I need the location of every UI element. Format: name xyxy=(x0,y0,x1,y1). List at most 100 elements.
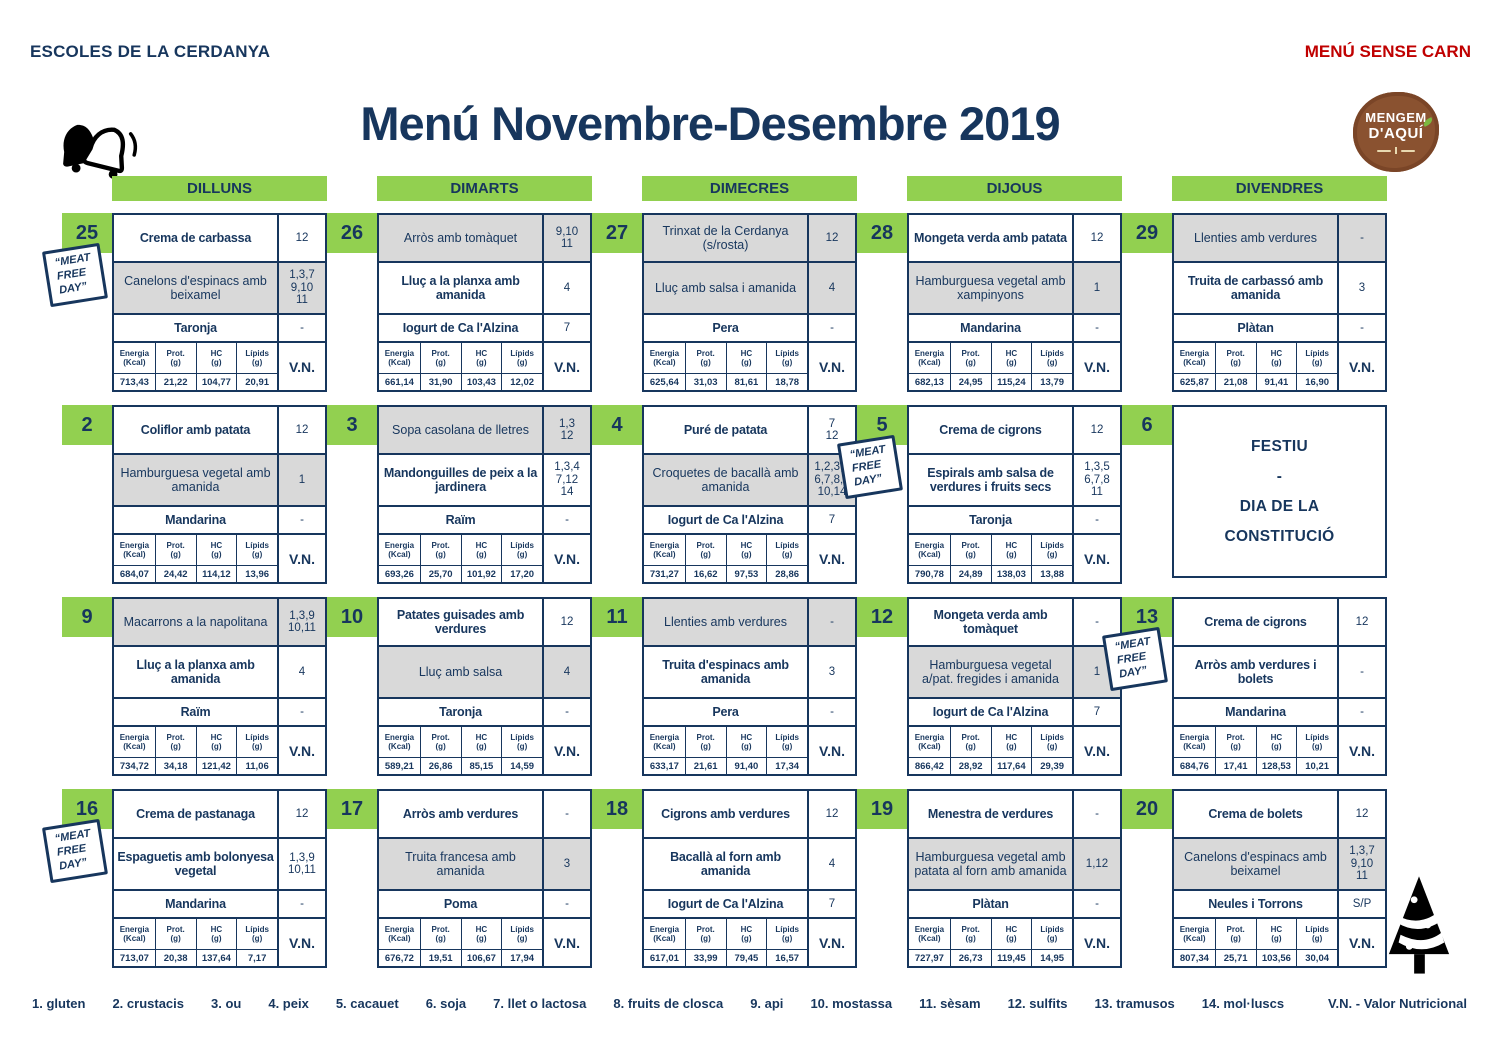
nutrition-label-unit: (Kcal) xyxy=(918,934,941,943)
nutrition-label-unit: (Kcal) xyxy=(123,934,146,943)
nutrition-label-name: Lípids xyxy=(1305,732,1329,742)
day-number: 10 xyxy=(327,597,377,637)
day-badge: 2 xyxy=(62,405,112,445)
nutrition-label-unit: (Kcal) xyxy=(1183,934,1206,943)
nutrition-label-unit: (g) xyxy=(252,934,263,943)
nutrition-label-name: HC xyxy=(210,732,223,742)
day-menu-table: Llenties amb verdures - Truita d'espinacs … xyxy=(642,597,857,776)
allergen-cell: 1,3,9 10,11 xyxy=(277,839,325,889)
nutrition-value: 13,79 xyxy=(1031,374,1072,390)
nutrition-value: 26,73 xyxy=(949,950,991,966)
nutrition-label: HC (g) xyxy=(990,919,1032,950)
nutrition-block: Energia (Kcal) Prot. (g) HC (g) Lípids (g) 734,7… xyxy=(114,727,325,774)
nutrition-label-unit: (Kcal) xyxy=(653,934,676,943)
menu-row: Menestra de verdures - xyxy=(909,791,1120,839)
menu-row: Hamburguesa vegetal amb patata al forn a… xyxy=(909,839,1120,891)
legend-item: 3. ou xyxy=(211,996,242,1011)
nutrition-label: HC (g) xyxy=(460,919,502,950)
nutrition-label-name: Prot. xyxy=(961,348,980,358)
nutrition-label-name: Energia xyxy=(914,540,945,550)
nutrition-value: 25,71 xyxy=(1214,950,1256,966)
day-number: 9 xyxy=(62,597,112,637)
nutrition-label: Energia (Kcal) xyxy=(909,535,950,566)
nutrition-label-unit: (Kcal) xyxy=(388,934,411,943)
nutrition-label: Lípids (g) xyxy=(236,727,277,758)
nutrition-label-unit: (Kcal) xyxy=(1183,742,1206,751)
festiu-text: FESTIU xyxy=(1251,437,1308,455)
nutrition-label: Lípids (g) xyxy=(1031,343,1072,374)
nutrition-label: Energia (Kcal) xyxy=(909,919,950,950)
nutrition-label: HC (g) xyxy=(195,535,237,566)
nutrition-label-unit: (Kcal) xyxy=(388,742,411,751)
allergen-cell: 12 xyxy=(1337,599,1385,645)
nutrition-label: Prot. (g) xyxy=(949,343,991,374)
menu-row: Arròs amb verdures - xyxy=(379,791,590,839)
nutrition-value: 137,64 xyxy=(195,950,237,966)
nutrition-label: Lípids (g) xyxy=(1031,919,1072,950)
nutrition-label-unit: (g) xyxy=(1312,934,1323,943)
nutrition-value: 128,53 xyxy=(1255,758,1297,774)
menu-row: Crema de cigrons 12 xyxy=(1174,599,1385,647)
menu-row: Croquetes de bacallà amb amanida 1,2,3,4 … xyxy=(644,455,855,507)
nutrition-label-name: Lípids xyxy=(1040,348,1064,358)
day-badge: 11 xyxy=(592,597,642,637)
nutrition-label: HC (g) xyxy=(1255,727,1297,758)
nutrition-value: 21,22 xyxy=(154,374,196,390)
nutrition-label-unit: (g) xyxy=(1047,934,1058,943)
nutrition-value: 26,86 xyxy=(419,758,461,774)
nutrition-value: 21,61 xyxy=(684,758,726,774)
dish-cell: Arròs amb verdures xyxy=(402,807,519,821)
dish-cell: Raïm xyxy=(180,705,211,719)
nutrition-label-unit: (g) xyxy=(517,358,528,367)
dish-cell: Iogurt de Ca l'Alzina xyxy=(667,513,784,527)
day-cell-12: 12 Mongeta verda amb tomàquet - Hamburguesa… xyxy=(857,597,1122,777)
allergen-cell: 1,3,4 7,12 14 xyxy=(542,455,590,505)
legend-item: 1. gluten xyxy=(32,996,86,1011)
nutrition-label: Energia (Kcal) xyxy=(1174,727,1215,758)
menu-row: Mandarina - xyxy=(114,507,325,535)
nutrition-value: 17,41 xyxy=(1214,758,1256,774)
allergen-cell: 4 xyxy=(807,263,855,313)
nutrition-label-name: Lípids xyxy=(245,348,269,358)
nutrition-label-name: Energia xyxy=(384,540,415,550)
menu-row: Plàtan - xyxy=(909,891,1120,919)
menu-row: Taronja - xyxy=(379,699,590,727)
nutrition-label: Energia (Kcal) xyxy=(644,727,685,758)
nutrition-label-unit: (g) xyxy=(435,742,446,751)
nutrition-label: HC (g) xyxy=(725,343,767,374)
allergen-cell: - xyxy=(1337,699,1385,725)
dish-cell: Iogurt de Ca l'Alzina xyxy=(402,321,519,335)
allergen-cell: - xyxy=(542,791,590,837)
nutrition-label-unit: (Kcal) xyxy=(918,550,941,559)
day-menu-table: Trinxat de la Cerdanya (s/rosta) 12 Lluç a… xyxy=(642,213,857,392)
nutrition-label-name: Prot. xyxy=(1226,348,1245,358)
weekday-header-dimarts: DIMARTS xyxy=(377,176,592,201)
nutrition-label: Prot. (g) xyxy=(154,727,196,758)
nutrition-label-name: Prot. xyxy=(696,732,715,742)
nutrition-label: HC (g) xyxy=(990,535,1032,566)
nutrition-label-unit: (g) xyxy=(170,934,181,943)
dish-cell: Llenties amb verdures xyxy=(1174,215,1337,261)
nutrition-label: Lípids (g) xyxy=(1031,535,1072,566)
nutrition-value: 17,94 xyxy=(501,950,542,966)
menu-row: Iogurt de Ca l'Alzina 7 xyxy=(644,507,855,535)
menu-row: Crema de cigrons 12 xyxy=(909,407,1120,455)
nutrition-label-unit: (g) xyxy=(476,742,487,751)
nutrition-label-name: Energia xyxy=(914,924,945,934)
nutrition-value: 866,42 xyxy=(914,760,944,772)
day-number: 28 xyxy=(857,213,907,253)
nutrition-label-unit: (Kcal) xyxy=(653,358,676,367)
nutrition-value: 13,88 xyxy=(1031,566,1072,582)
menu-row: Hamburguesa vegetal amb amanida 1 xyxy=(114,455,325,507)
day-badge: 6 xyxy=(1122,405,1172,445)
nutrition-label: HC (g) xyxy=(1255,919,1297,950)
nutrition-label-name: HC xyxy=(1270,732,1283,742)
allergen-cell: 12 xyxy=(277,215,325,261)
nutrition-label: Prot. (g) xyxy=(1214,919,1256,950)
vn-label: V.N. xyxy=(1072,919,1120,966)
allergen-cell: 1 xyxy=(277,455,325,505)
nutrition-label: HC (g) xyxy=(460,343,502,374)
menu-row: Arròs amb tomàquet 9,10 11 xyxy=(379,215,590,263)
dish-cell: Mandarina xyxy=(165,897,226,911)
nutrition-value: 17,20 xyxy=(501,566,542,582)
